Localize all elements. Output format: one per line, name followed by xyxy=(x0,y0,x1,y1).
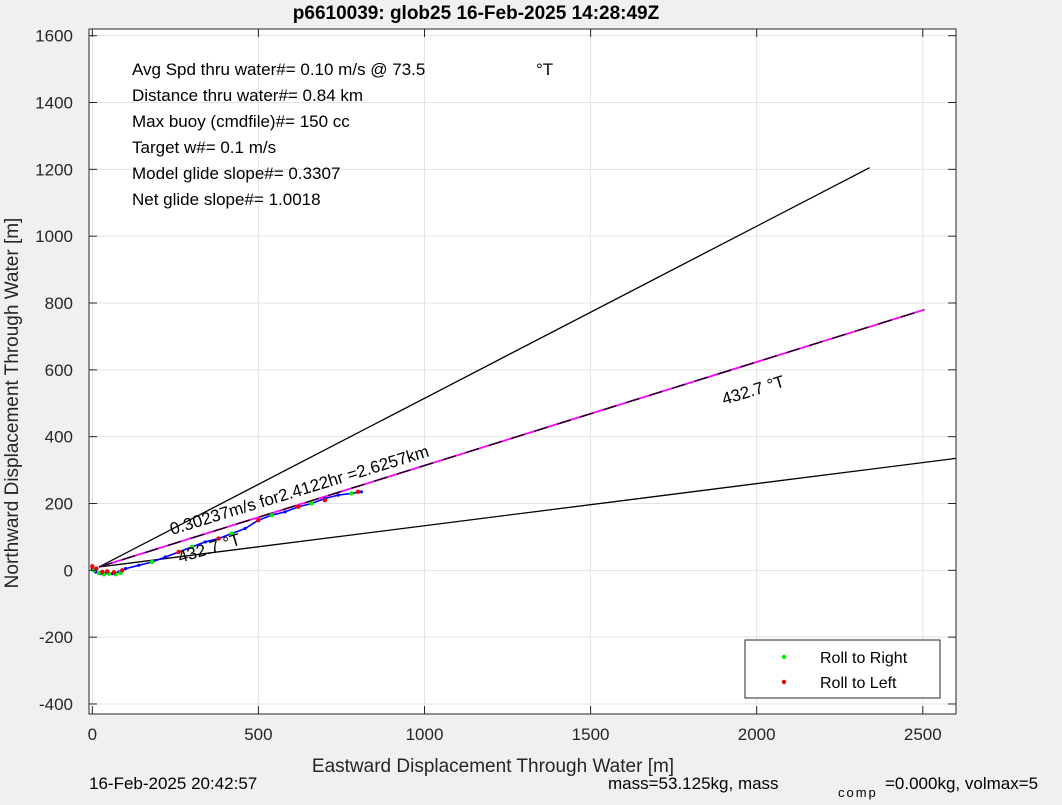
y-tick-label-0: -400 xyxy=(39,695,73,714)
info-line-5: Net glide slope#= 1.0018 xyxy=(132,190,321,209)
roll-left-point-9 xyxy=(296,504,301,510)
y-axis-label: Northward Displacement Through Water [m] xyxy=(2,218,23,589)
roll-right-point-6 xyxy=(149,559,155,565)
y-tick-label-5: 600 xyxy=(45,361,73,380)
roll-right-point-10 xyxy=(309,501,314,506)
roll-right-point-11 xyxy=(349,491,354,496)
roll-left-point-4 xyxy=(111,570,117,575)
roll-left-point-3 xyxy=(105,569,110,574)
y-tick-label-8: 1200 xyxy=(35,160,73,179)
roll-left-point-5 xyxy=(120,568,125,573)
legend: Roll to Right Roll to Left xyxy=(744,639,941,699)
reference-lines xyxy=(98,167,957,568)
x-tick-label-1: 500 xyxy=(244,725,272,744)
footer-mass-subscript: comp xyxy=(838,785,878,800)
ticks: 0 500 1000 1500 2000 2500 -400 -200 0 200 400 600 80… xyxy=(35,27,956,744)
reference-line-lower xyxy=(98,457,957,568)
track-point-9 xyxy=(163,555,168,559)
roll-right-point-7 xyxy=(189,544,195,550)
y-tick-label-4: 400 xyxy=(45,428,73,447)
footer-mass: mass=53.125kg, mass xyxy=(608,774,779,793)
roll-markers xyxy=(90,489,361,577)
track-point-22 xyxy=(336,493,340,497)
track-point-24 xyxy=(359,490,363,494)
info-line-0: Avg Spd thru water#= 0.10 m/s @ 73.5 xyxy=(132,60,425,79)
roll-right-point-9 xyxy=(269,512,274,518)
x-tick-label-0: 0 xyxy=(88,725,97,744)
info-line-1: Distance thru water#= 0.84 km xyxy=(132,86,363,105)
legend-marker-roll-left xyxy=(781,679,787,685)
roll-left-point-2 xyxy=(100,569,105,575)
track-point-7 xyxy=(137,563,141,567)
footer-date: 16-Feb-2025 20:42:57 xyxy=(89,774,257,793)
legend-label-roll-left: Roll to Left xyxy=(820,675,897,692)
roll-left-point-0 xyxy=(90,564,95,569)
chart-title: p6610039: glob25 16-Feb-2025 14:28:49Z xyxy=(293,3,660,24)
x-tick-label-3: 1500 xyxy=(572,725,610,744)
x-tick-label-2: 1000 xyxy=(406,725,444,744)
track-point-15 xyxy=(243,526,247,531)
roll-left-point-1 xyxy=(94,566,99,571)
y-tick-label-1: -200 xyxy=(39,628,73,647)
legend-marker-roll-right xyxy=(781,654,787,660)
roll-right-point-8 xyxy=(229,531,235,536)
y-tick-label-2: 0 xyxy=(64,561,73,580)
y-tick-label-7: 1000 xyxy=(35,227,73,246)
info-line-2: Max buoy (cmdfile)#= 150 cc xyxy=(132,112,350,131)
x-tick-label-4: 2000 xyxy=(738,725,776,744)
roll-right-point-1 xyxy=(96,570,102,576)
plot-frame xyxy=(88,28,957,715)
track-point-6 xyxy=(123,567,128,571)
roll-left-point-7 xyxy=(216,536,221,541)
y-tick-label-9: 1400 xyxy=(35,94,73,113)
legend-label-roll-right: Roll to Right xyxy=(820,650,908,667)
track-point-12 xyxy=(203,540,207,544)
roll-left-point-10 xyxy=(322,497,328,503)
footer-mass-rest: =0.000kg, volmax=5 xyxy=(885,774,1038,793)
info-line-4: Model glide slope#= 0.3307 xyxy=(132,164,340,183)
y-tick-label-10: 1600 xyxy=(35,27,73,46)
x-axis-label: Eastward Displacement Through Water [m] xyxy=(312,756,674,777)
roll-left-point-11 xyxy=(355,489,361,494)
info-text-block: Avg Spd thru water#= 0.10 m/s @ 73.5 °T … xyxy=(132,60,553,209)
x-tick-label-5: 2500 xyxy=(904,725,942,744)
roll-left-point-6 xyxy=(176,549,181,555)
reference-line-heading-dashed xyxy=(98,309,925,568)
plot-area xyxy=(89,29,956,714)
track-point-18 xyxy=(283,510,287,514)
reference-line-upper xyxy=(98,167,870,568)
y-tick-label-6: 800 xyxy=(45,294,73,313)
y-tick-label-3: 200 xyxy=(45,494,73,513)
info-line-0-unit: °T xyxy=(536,60,553,79)
info-line-3: Target w#= 0.1 m/s xyxy=(132,138,276,157)
legend-box xyxy=(744,639,941,699)
grid xyxy=(89,29,956,714)
roll-left-point-8 xyxy=(256,517,261,523)
